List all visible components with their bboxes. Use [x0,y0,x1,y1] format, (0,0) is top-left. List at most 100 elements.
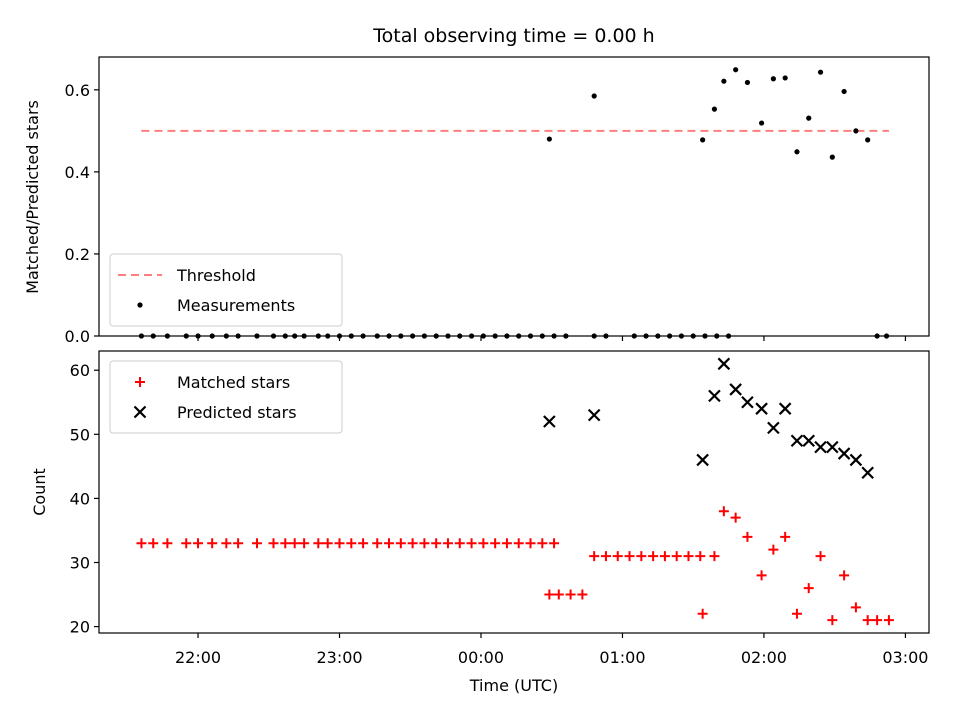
measurement-point [563,333,569,339]
predicted-star-marker [814,440,827,454]
matched-star-marker [697,608,708,619]
matched-star-marker [659,551,670,562]
y-tick-label: 60 [70,361,90,380]
legend-matched-swatch [135,377,145,387]
top-y-axis-label: Matched/Predicted stars [23,100,42,294]
measurement-point [301,333,307,339]
x-axis-label: Time (UTC) [469,676,558,695]
predicted-star-marker [696,453,709,467]
measurement-point [714,333,720,339]
x-tick-label: 22:00 [175,648,221,667]
matched-star-marker [648,551,659,562]
matched-star-marker [803,583,814,594]
matched-star-marker [299,538,310,549]
measurement-point [183,333,189,339]
predicted-star-marker [729,383,742,396]
measurement-point [433,333,439,339]
matched-star-marker [589,551,600,562]
measurement-point [603,333,609,339]
measurement-point [700,137,706,143]
matched-star-marker [419,538,430,549]
plot-frame [98,56,930,337]
matched-star-marker [513,538,524,549]
matched-star-marker [544,589,555,600]
measurement-point [806,115,812,121]
matched-star-marker [162,538,173,549]
measurement-point [853,128,859,134]
legend-label: Threshold [176,266,256,285]
matched-star-marker [280,538,291,549]
measurement-point [874,333,880,339]
predicted-star-marker [826,440,839,454]
matched-star-marker [709,551,720,562]
measurement-point [138,333,145,339]
measurement-point [292,333,298,339]
matched-star-marker [839,570,850,581]
measurement-point [770,76,776,82]
measurement-point [702,333,708,339]
matched-star-marker [193,538,204,549]
measurement-point [667,333,673,339]
predicted-star-marker [587,408,601,422]
matched-star-marker [600,551,611,562]
measurement-point [336,333,343,339]
x-tick-label: 00:00 [458,648,504,667]
matched-star-marker [718,506,729,517]
matched-star-marker [233,538,244,549]
predicted-star-marker [802,434,816,448]
bottom-panel: 20 30 40 50 60 22:00 23:00 00:00 01:00 02:00 03:00… [70,350,930,667]
matched-star-marker [251,538,262,549]
predicted-star-marker [849,453,863,467]
matched-star-marker [553,589,564,600]
matched-star-marker [346,538,357,549]
matched-star-marker [768,544,779,555]
measurement-point [445,333,451,339]
measurement-point [504,333,510,339]
measurement-point [690,333,696,339]
legend-box [109,360,343,434]
measurement-point [360,333,366,339]
legend-label: Predicted stars [177,403,297,422]
y-tick-label: 0.6 [65,81,90,100]
measurement-point [480,333,486,339]
matched-star-marker [358,538,369,549]
y-tick-label: 40 [70,489,90,508]
bottom-y-axis-label: Count [30,468,49,516]
matched-star-marker [780,531,791,542]
measurement-point [829,154,835,160]
legend-label: Matched stars [177,373,290,392]
measurement-point [270,333,277,339]
measurement-point [631,333,637,339]
legend-measurement-swatch [137,302,143,308]
measurement-point [386,333,392,339]
legend: Threshold Measurements [109,253,343,327]
predicted-star-marker [717,357,731,371]
measurement-point [282,333,288,339]
matched-star-marker [883,615,894,626]
measurement-point [841,88,847,95]
predicted-star-marker [767,421,780,435]
matched-star-marker [695,551,706,562]
measurement-point [539,333,545,339]
measurement-point [527,333,534,339]
measurement-point [325,333,331,339]
y-tick-label: 20 [70,618,90,637]
measurement-point [348,333,354,339]
measurement-point [591,93,597,99]
measurement-point [711,106,718,112]
matched-star-marker [384,538,395,549]
measurement-point [398,333,404,339]
measurement-point [195,333,201,339]
matched-star-marker [442,538,453,549]
measurement-point [516,333,522,339]
x-tick-label: 01:00 [599,648,645,667]
x-tick-label: 02:00 [741,648,787,667]
measurement-point [164,333,170,339]
matched-star-marker [334,538,345,549]
measurement-point [410,333,416,339]
predicted-star-marker [778,402,792,415]
matched-star-marker [322,538,333,549]
measurement-point [865,137,871,143]
measurement-point [591,333,597,339]
